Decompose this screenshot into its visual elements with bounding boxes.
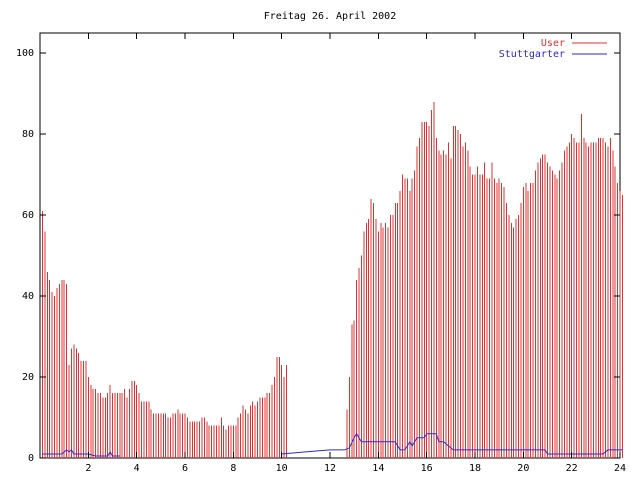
y-tick-label: 20 [22,372,34,383]
x-tick-label: 20 [517,463,529,474]
x-tick-label: 22 [566,463,578,474]
x-tick-label: 10 [276,463,288,474]
x-tick-label: 16 [421,463,433,474]
chart-title: Freitag 26. April 2002 [264,11,396,22]
x-tick-label: 2 [85,463,91,474]
chart-marks [41,101,623,458]
y-tick-label: 40 [22,291,34,302]
y-tick-label: 60 [22,210,34,221]
x-tick-label: 14 [372,463,384,474]
x-tick-label: 24 [614,463,626,474]
stuttgarter-line [42,449,120,457]
stuttgarter-line [281,432,623,455]
y-tick-label: 0 [28,453,34,464]
x-tick-label: 6 [182,463,188,474]
legend-label: User [541,38,565,49]
x-tick-label: 12 [324,463,336,474]
legend-label: Stuttgarter [499,49,565,60]
x-tick-label: 8 [230,463,236,474]
y-tick-label: 80 [22,129,34,140]
x-tick-label: 4 [134,463,140,474]
y-tick-label: 100 [16,48,34,59]
x-tick-label: 18 [469,463,481,474]
